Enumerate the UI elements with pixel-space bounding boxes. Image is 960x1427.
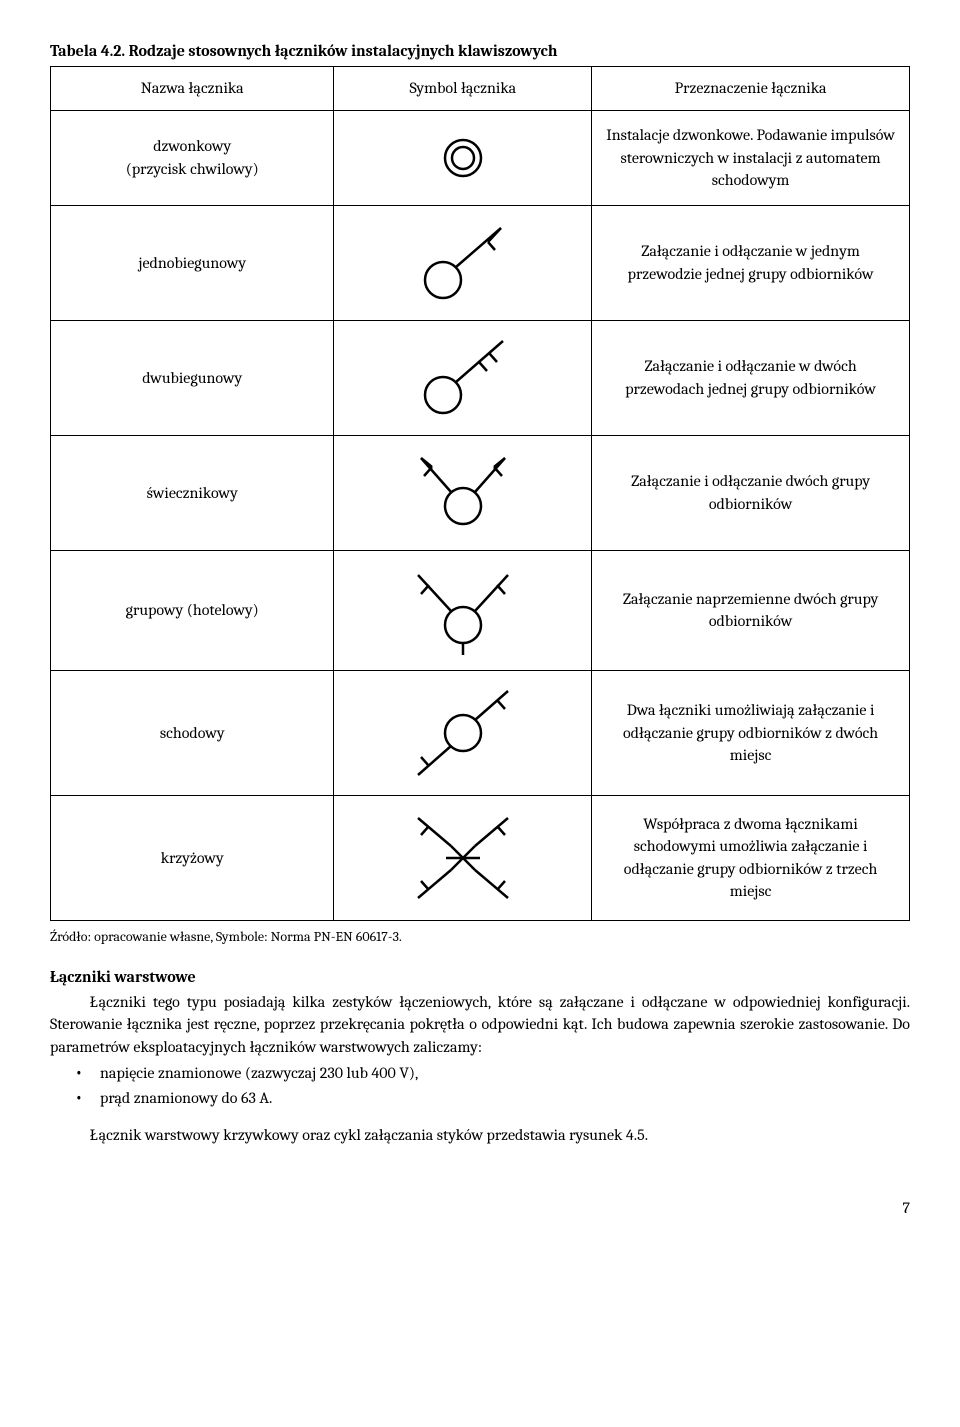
group-switch-icon (398, 563, 528, 658)
symbol-cell (334, 110, 592, 205)
row-name: dwubiegunowy (51, 320, 334, 435)
double-pole-icon (403, 333, 523, 423)
header-symbol: Symbol łącznika (334, 67, 592, 110)
table-header-row: Nazwa łącznika Symbol łącznika Przeznacz… (51, 67, 910, 110)
table-row: schodowy Dwa łączniki umożliwiają załącz… (51, 670, 910, 795)
table-row: jednobiegunowy Załączanie i odłączanie w… (51, 205, 910, 320)
intermediate-switch-icon (398, 808, 528, 908)
symbol-cell (334, 320, 592, 435)
table-row: grupowy (hotelowy) Załączanie naprzemien… (51, 550, 910, 670)
row-name: świecznikowy (51, 435, 334, 550)
row-purpose: Dwa łączniki umożliwiają załączanie i od… (592, 670, 910, 795)
two-way-switch-icon (398, 683, 528, 783)
table-source: Źródło: opracowanie własne, Symbole: Nor… (50, 927, 910, 947)
closing-paragraph: Łącznik warstwowy krzywkowy oraz cykl za… (50, 1124, 910, 1146)
row-purpose: Załączanie i odłączanie w dwóch przewoda… (592, 320, 910, 435)
body-paragraph: Łączniki tego typu posiadają kilka zesty… (50, 991, 910, 1058)
table-row: krzyżowy Współpraca z dwoma łącznikami s… (51, 795, 910, 920)
row-name: krzyżowy (51, 795, 334, 920)
series-switch-icon (403, 448, 523, 538)
bell-push-icon (418, 123, 508, 193)
switch-types-table: Nazwa łącznika Symbol łącznika Przeznacz… (50, 66, 910, 920)
symbol-cell (334, 550, 592, 670)
row-purpose: Załączanie naprzemienne dwóch grupy odbi… (592, 550, 910, 670)
symbol-cell (334, 795, 592, 920)
table-row: dzwonkowy (przycisk chwilowy) Instalacje… (51, 110, 910, 205)
section-title: Łączniki warstwowe (50, 966, 910, 988)
parameter-list: napięcie znamionowe (zazwyczaj 230 lub 4… (50, 1060, 910, 1110)
header-purpose: Przeznaczenie łącznika (592, 67, 910, 110)
row-purpose: Instalacje dzwonkowe. Podawanie impulsów… (592, 110, 910, 205)
row-purpose: Załączanie i odłączanie dwóch grupy odbi… (592, 435, 910, 550)
header-name: Nazwa łącznika (51, 67, 334, 110)
row-purpose: Załączanie i odłączanie w jednym przewod… (592, 205, 910, 320)
single-pole-icon (403, 218, 523, 308)
page-number: 7 (50, 1197, 910, 1219)
row-name: jednobiegunowy (51, 205, 334, 320)
row-name: grupowy (hotelowy) (51, 550, 334, 670)
symbol-cell (334, 435, 592, 550)
row-name: schodowy (51, 670, 334, 795)
table-row: dwubiegunowy Załączanie i odłączanie w d… (51, 320, 910, 435)
symbol-cell (334, 670, 592, 795)
symbol-cell (334, 205, 592, 320)
row-purpose: Współpraca z dwoma łącznikami schodowymi… (592, 795, 910, 920)
list-item: prąd znamionowy do 63 A. (100, 1085, 910, 1110)
row-name: dzwonkowy (przycisk chwilowy) (51, 110, 334, 205)
table-row: świecznikowy Załączanie i odłączanie dwó… (51, 435, 910, 550)
list-item: napięcie znamionowe (zazwyczaj 230 lub 4… (100, 1060, 910, 1085)
table-caption: Tabela 4.2. Rodzaje stosownych łączników… (50, 40, 910, 62)
